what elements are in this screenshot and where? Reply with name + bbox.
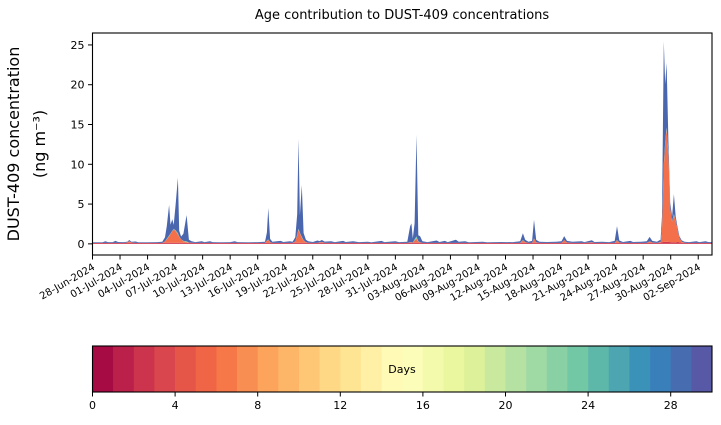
- colorbar-segment: [402, 346, 424, 392]
- colorbar-segment: [546, 346, 568, 392]
- colorbar-tick-label: 28: [664, 399, 678, 412]
- y-tick-label: 10: [71, 158, 85, 171]
- colorbar-segment: [237, 346, 258, 392]
- colorbar-segment: [691, 346, 713, 392]
- colorbar-tick-label: 20: [499, 399, 513, 412]
- plot-frame: [91, 32, 713, 256]
- colorbar-segment: [670, 346, 692, 392]
- colorbar-tick-label: 24: [581, 399, 595, 412]
- colorbar-segment: [154, 346, 176, 392]
- colorbar-tick-label: 16: [416, 399, 430, 412]
- y-tick-label: 20: [71, 79, 85, 92]
- y-tick-label: 5: [78, 198, 85, 211]
- colorbar-segment: [299, 346, 320, 392]
- colorbar-segment: [422, 346, 444, 392]
- axes: 051015202528-Jun-202401-Jul-202404-Jul-2…: [38, 32, 713, 304]
- colorbar-segment: [195, 346, 217, 392]
- colorbar-segment: [608, 346, 630, 392]
- colorbar-segment: [484, 346, 506, 392]
- colorbar-segment: [443, 346, 465, 392]
- colorbar-segment: [133, 346, 155, 392]
- colorbar-segment: [505, 346, 527, 392]
- colorbar-tick-label: 12: [333, 399, 347, 412]
- colorbar-segment: [567, 346, 589, 392]
- stacked-area-series: [92, 41, 712, 244]
- colorbar-segment: [278, 346, 300, 392]
- colorbar-segment: [175, 346, 197, 392]
- chart-title: Age contribution to DUST-409 concentrati…: [255, 8, 550, 23]
- colorbar-segment: [526, 346, 548, 392]
- colorbar-segment: [113, 346, 135, 392]
- y-tick-label: 15: [71, 119, 85, 132]
- colorbar-segment: [381, 346, 403, 392]
- colorbar-tick-label: 0: [89, 399, 96, 412]
- colorbar-segment: [464, 346, 486, 392]
- stack-layer-age-27-30-days: [92, 41, 712, 243]
- y-axis-label-line2: (ng m⁻³): [30, 110, 49, 178]
- colorbar-segment: [588, 346, 610, 392]
- y-tick-label: 0: [78, 238, 85, 251]
- colorbar-label: Days: [388, 363, 416, 376]
- colorbar-frame: [91, 345, 713, 393]
- colorbar-segment: [650, 346, 671, 392]
- colorbar-segment: [340, 346, 362, 392]
- colorbar-segment: [629, 346, 651, 392]
- colorbar-segment: [319, 346, 341, 392]
- colorbar: 0 4 8 12 16 20 24 28: [89, 345, 713, 412]
- colorbar-tick-label: 4: [172, 399, 179, 412]
- colorbar-segment: [257, 346, 279, 392]
- colorbar-segment: [360, 346, 382, 392]
- y-axis-label-line1: DUST-409 concentration: [4, 47, 23, 242]
- colorbar-tick-label: 8: [254, 399, 261, 412]
- colorbar-segment: [92, 346, 114, 392]
- colorbar-segment: [216, 346, 238, 392]
- y-tick-label: 25: [71, 39, 85, 52]
